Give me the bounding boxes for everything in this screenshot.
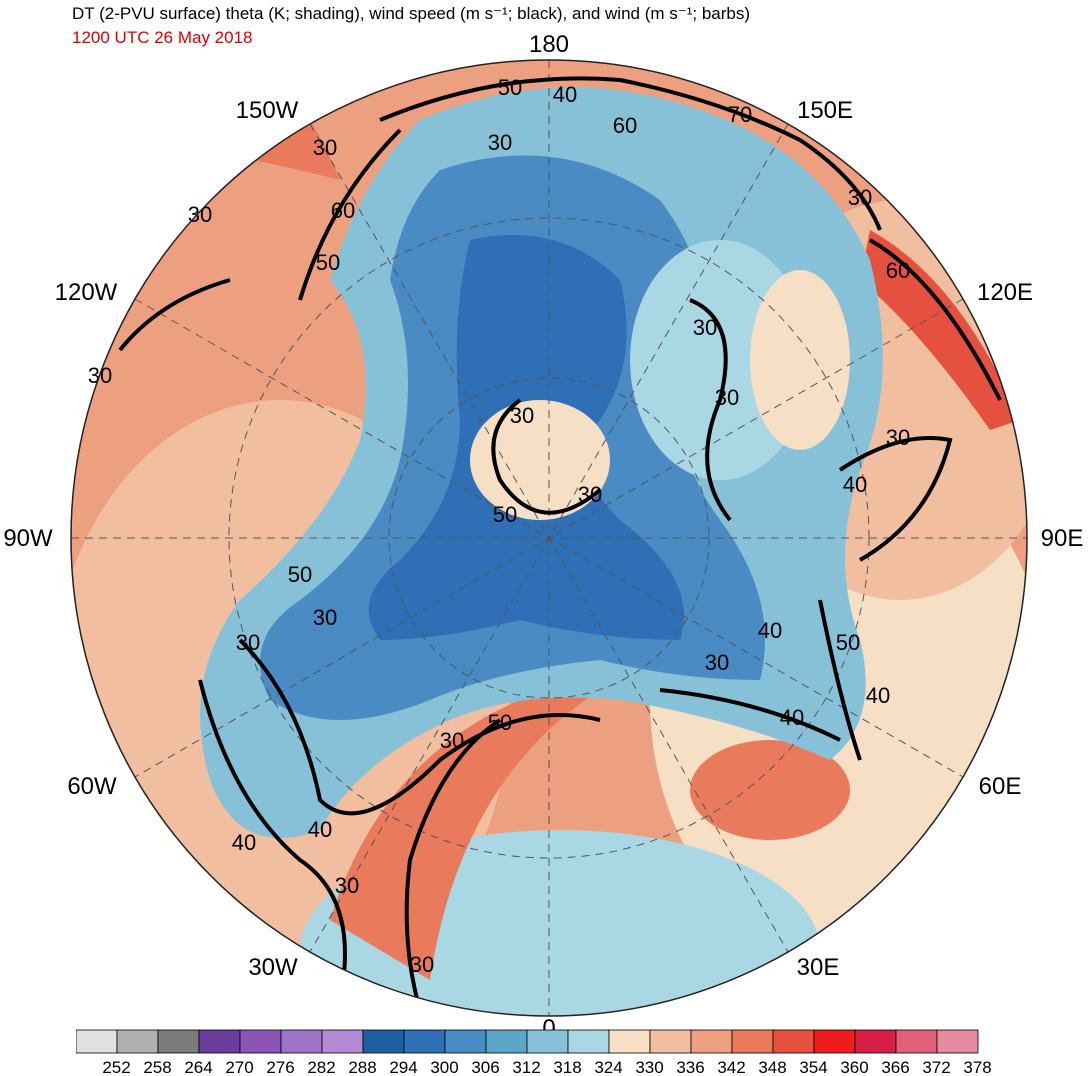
colorbar-tick-label: 288 (348, 1058, 376, 1075)
colorbar-tick-label: 300 (430, 1058, 458, 1075)
colorbar-tick-label: 264 (184, 1058, 212, 1075)
contour-label: 30 (440, 728, 464, 753)
colorbar-swatch (936, 1029, 979, 1054)
colorbar-swatch (772, 1029, 815, 1054)
contour-label: 40 (553, 82, 577, 107)
contour-label: 30 (410, 952, 434, 977)
lon-label-120w: 120W (55, 279, 118, 306)
contour-label: 30 (715, 385, 739, 410)
colorbar-swatch (854, 1029, 897, 1054)
contour-label: 30 (886, 425, 910, 450)
colorbar-tick-label: 360 (840, 1058, 868, 1075)
colorbar-swatch (649, 1029, 692, 1054)
colorbar: 252 258 264 270 276 282 288 294 300 306 312 318 324 3… (76, 1029, 992, 1075)
colorbar-swatch (362, 1029, 405, 1054)
colorbar-ticks: 252 258 264 270 276 282 288 294 300 306 312 318 324 3… (102, 1058, 991, 1075)
colorbar-swatch (526, 1029, 569, 1054)
contour-label: 30 (705, 650, 729, 675)
valid-time: 1200 UTC 26 May 2018 (72, 28, 253, 47)
lon-label-60e: 60E (979, 773, 1022, 800)
contour-label: 30 (188, 202, 212, 227)
lon-label-90e: 90E (1041, 525, 1084, 552)
contour-label: 30 (848, 185, 872, 210)
colorbar-tick-label: 306 (471, 1058, 499, 1075)
colorbar-tick-label: 312 (512, 1058, 540, 1075)
colorbar-tick-label: 270 (225, 1058, 253, 1075)
contour-label: 60 (331, 198, 355, 223)
contour-label: 30 (693, 315, 717, 340)
contour-label: 50 (493, 502, 517, 527)
colorbar-swatch (76, 1029, 118, 1054)
colorbar-swatch (198, 1029, 241, 1054)
contour-label: 30 (510, 403, 534, 428)
colorbar-tick-label: 258 (143, 1058, 171, 1075)
contour-label: 70 (728, 102, 752, 127)
lon-label-30e: 30E (797, 954, 840, 981)
contour-label: 40 (843, 472, 867, 497)
contour-label: 30 (335, 873, 359, 898)
colorbar-swatch (895, 1029, 938, 1054)
contour-label: 50 (288, 562, 312, 587)
wind-speed-contours (118, 76, 1002, 1011)
colorbar-swatch (485, 1029, 528, 1054)
colorbar-tick-label: 318 (553, 1058, 581, 1075)
colorbar-tick-label: 378 (963, 1058, 991, 1075)
colorbar-swatch (321, 1029, 364, 1054)
colorbar-swatch (116, 1029, 159, 1054)
colorbar-swatch (444, 1029, 487, 1054)
colorbar-tick-label: 276 (266, 1058, 294, 1075)
contour-label: 50 (836, 630, 860, 655)
lon-label-90w: 90W (3, 525, 53, 552)
lon-label-30w: 30W (248, 954, 298, 981)
contour-label: 60 (613, 113, 637, 138)
colorbar-swatch (403, 1029, 446, 1054)
lon-label-60w: 60W (67, 773, 117, 800)
contour-label: 50 (316, 250, 340, 275)
contour-label: 40 (758, 618, 782, 643)
lon-label-120e: 120E (977, 279, 1033, 306)
longitude-labels: 180 150E 120E 90E 60E 30E 0 30W 60W 90W … (3, 31, 1083, 1042)
colorbar-tick-label: 294 (389, 1058, 417, 1075)
colorbar-tick-label: 282 (307, 1058, 335, 1075)
contour-label: 40 (866, 683, 890, 708)
contour-label: 30 (236, 630, 260, 655)
colorbar-swatch (690, 1029, 733, 1054)
lon-label-150e: 150E (797, 97, 853, 124)
colorbar-swatch (813, 1029, 856, 1054)
contour-label: 40 (780, 705, 804, 730)
contour-label: 40 (308, 817, 332, 842)
map-boundary (70, 59, 1028, 1017)
contour-label: 30 (313, 605, 337, 630)
colorbar-tick-label: 354 (799, 1058, 827, 1075)
figure-title: DT (2-PVU surface) theta (K; shading), w… (72, 4, 751, 23)
colorbar-tick-label: 366 (881, 1058, 909, 1075)
graticule (71, 60, 1027, 1016)
colorbar-swatch (157, 1029, 200, 1054)
colorbar-tick-label: 330 (635, 1058, 663, 1075)
colorbar-tick-label: 336 (676, 1058, 704, 1075)
colorbar-tick-label: 342 (717, 1058, 745, 1075)
lon-label-150w: 150W (236, 97, 299, 124)
contour-label: 40 (232, 830, 256, 855)
lon-label-180: 180 (529, 31, 569, 58)
colorbar-swatch (239, 1029, 282, 1054)
colorbar-swatch (567, 1029, 610, 1054)
colorbar-swatch (608, 1029, 651, 1054)
colorbar-swatches (76, 1029, 979, 1054)
contour-label: 50 (488, 710, 512, 735)
colorbar-tick-label: 324 (594, 1058, 622, 1075)
colorbar-tick-label: 252 (102, 1058, 130, 1075)
colorbar-swatch (280, 1029, 323, 1054)
contour-label: 30 (313, 135, 337, 160)
contour-label: 30 (488, 130, 512, 155)
contour-label: 30 (578, 482, 602, 507)
colorbar-tick-label: 372 (922, 1058, 950, 1075)
contour-label: 60 (886, 258, 910, 283)
colorbar-tick-label: 348 (758, 1058, 786, 1075)
colorbar-swatch (731, 1029, 774, 1054)
contour-label: 50 (498, 75, 522, 100)
